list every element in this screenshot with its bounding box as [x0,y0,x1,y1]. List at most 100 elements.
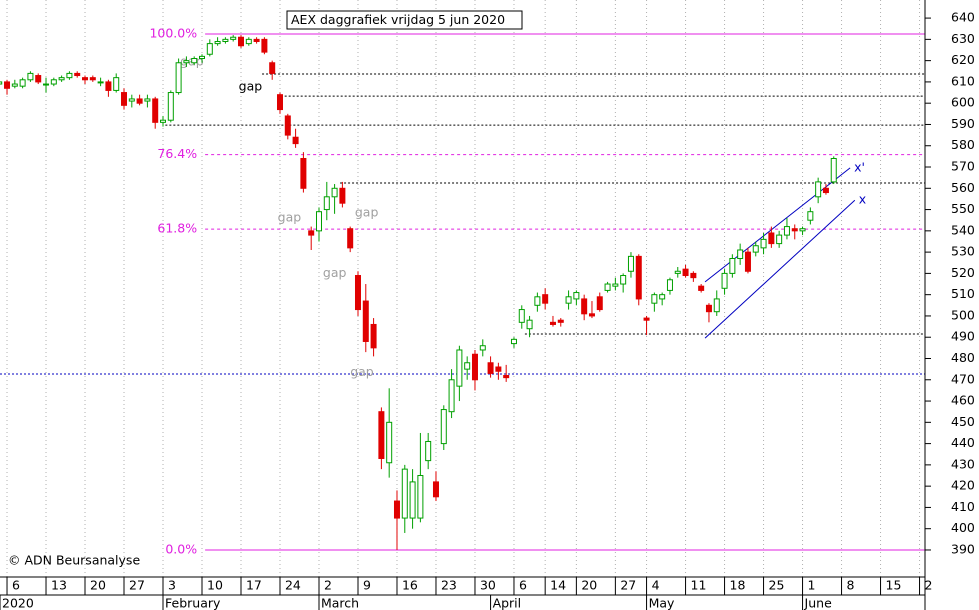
candle-body [448,379,455,413]
y-tick-label: 460 [951,393,975,408]
candle-body [651,294,658,304]
y-tick-label: 520 [951,265,975,280]
annotation: gap [239,79,263,94]
candle-body [308,230,315,236]
candle-body [175,62,182,94]
candle-body [581,298,588,315]
candle-body [292,136,299,145]
candle-body [425,440,432,462]
fib-label: 100.0% [149,26,197,41]
month-label: 2020 [2,596,34,610]
annotation: gap [278,210,302,225]
y-tick-label: 410 [951,499,975,514]
candle-body [245,38,252,45]
candle-body [191,58,198,64]
month-label: June [804,596,833,610]
candle-body [612,283,619,287]
candle-body [729,258,736,274]
candle-body [160,119,167,123]
candle-body [214,40,221,45]
candle-body [323,196,330,211]
candle-body [815,181,822,198]
candle-body [50,79,57,85]
candle-body [315,211,322,232]
x-tick-label: 17 [246,578,262,593]
candle-body [495,366,502,372]
candle-body [105,81,112,91]
candle-body [503,375,510,379]
candle-body [737,249,744,260]
x-tick-label: 20 [90,578,106,593]
candle-body [113,77,120,91]
candle-body [284,115,291,136]
x-tick-label: 6 [519,578,527,593]
candle-body [760,238,767,249]
candle-body [121,92,128,106]
candle-body [752,245,759,253]
x-tick-label: 14 [550,578,566,593]
month-label: May [649,596,675,610]
candle-body [128,98,135,102]
candle-body [799,228,806,232]
candle-body [682,268,689,277]
candle-body [417,475,424,519]
candle-body [698,285,705,291]
candle-body [97,81,104,84]
candle-body [362,300,369,342]
trend-label: x [859,192,866,207]
candle-body [144,98,151,102]
candle-body [300,158,307,189]
candle-body [167,92,174,121]
y-tick-label: 610 [951,73,975,88]
x-tick-label: 10 [207,578,223,593]
y-tick-label: 390 [951,541,975,556]
candle-body [565,296,572,304]
candle-body [791,228,798,232]
candle-body [66,72,73,79]
y-tick-label: 430 [951,456,975,471]
candle-body [713,298,720,313]
candle-body [573,292,580,300]
x-tick-label: 16 [402,578,418,593]
candle-body [776,234,783,245]
candle-body [659,294,666,300]
fib-label: 61.8% [157,221,197,236]
candle-body [19,79,26,87]
candle-body [331,187,338,198]
y-tick-label: 550 [951,201,975,216]
candle-body [596,296,603,311]
x-tick-label: 23 [441,578,457,593]
y-tick-label: 440 [951,435,975,450]
reference-lines: 100.0%76.4%61.8%0.0%x'xgapgapgapgapgapga… [0,26,925,556]
candle-body [183,60,190,64]
candle-body [487,362,494,374]
y-tick-label: 490 [951,329,975,344]
x-tick-label: 2 [324,578,332,593]
candle-body [253,38,260,42]
candle-body [822,187,829,194]
candle-body [588,313,595,317]
candle-body [370,323,377,349]
fib-label: 0.0% [165,541,197,556]
candle-body [464,362,471,370]
candle-body [830,158,837,183]
candle-body [432,481,439,498]
grid [6,0,921,577]
candle-body [744,251,751,272]
candle-body [35,75,42,83]
candle-body [674,270,681,274]
candle-body [43,83,50,86]
candle-body [89,77,96,81]
x-tick-label: 27 [129,578,145,593]
candle-body [542,294,549,304]
candle-body [261,38,268,53]
candle-body [276,94,283,111]
candle-body [471,353,478,381]
x-tick-label: 8 [847,578,855,593]
candle-body [11,83,18,87]
y-tick-label: 640 [951,10,975,25]
x-tick-label: 24 [285,578,301,593]
candle-body [58,77,65,81]
x-tick-label: 4 [652,578,660,593]
